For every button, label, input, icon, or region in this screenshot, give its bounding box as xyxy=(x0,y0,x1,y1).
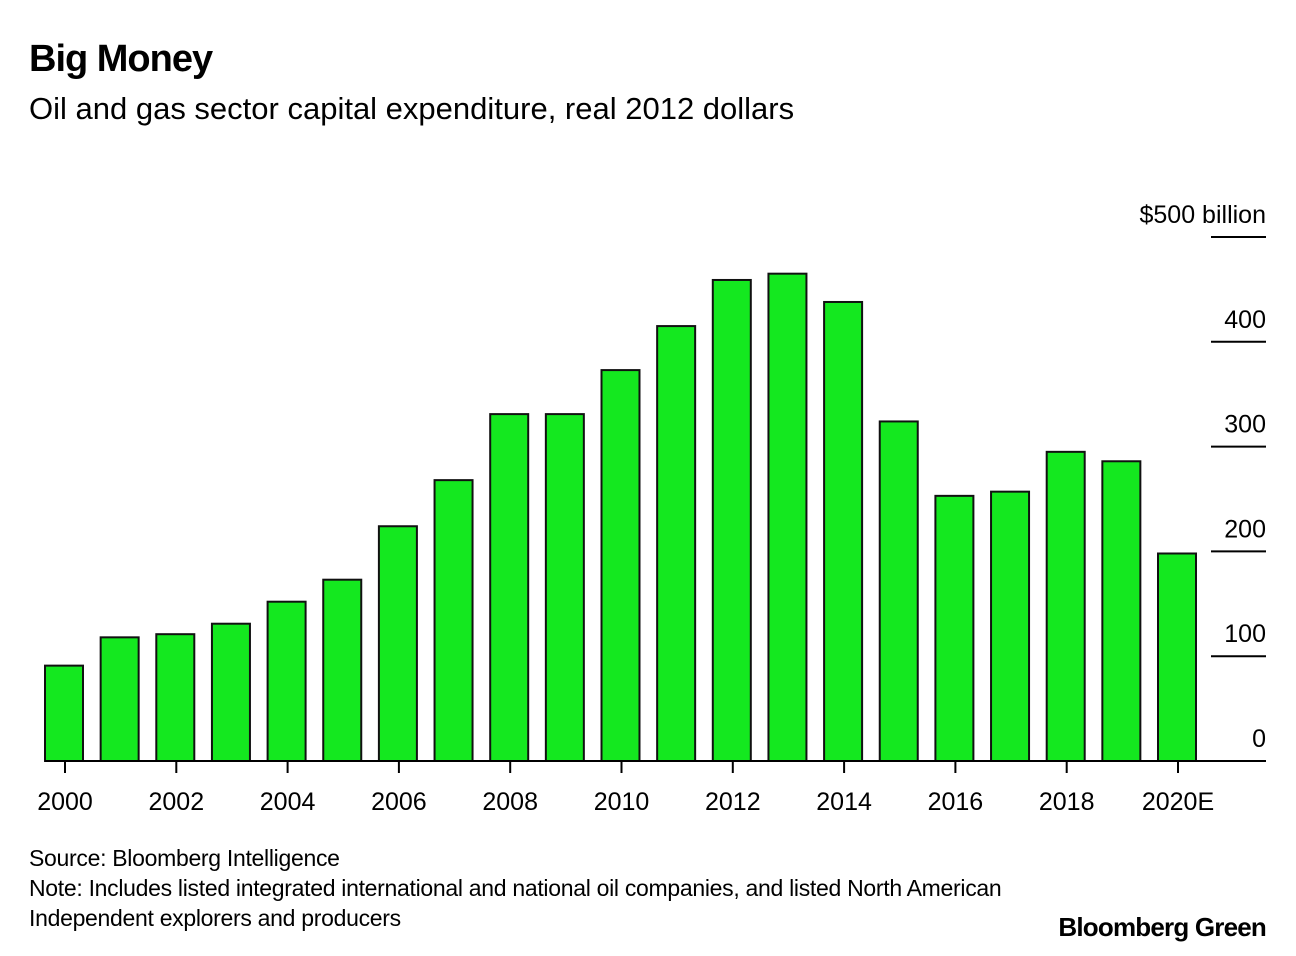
bar-2020E xyxy=(1157,552,1197,762)
bar-2016 xyxy=(934,494,975,762)
bar-2011 xyxy=(656,325,697,762)
bar-2008 xyxy=(489,413,530,762)
x-tick-label: 2002 xyxy=(148,788,204,816)
chart-subtitle: Oil and gas sector capital expenditure, … xyxy=(29,91,795,126)
bar-2009 xyxy=(544,413,585,762)
bar-2002 xyxy=(155,633,196,763)
x-tick-label: 2006 xyxy=(371,788,427,816)
footer-notes: Source: Bloomberg Intelligence Note: Inc… xyxy=(29,843,1002,933)
bar-2000 xyxy=(44,664,84,763)
y-tick-label: $500 billion xyxy=(1140,201,1267,229)
y-tick-label: 200 xyxy=(1224,515,1266,543)
note-text-line1: Note: Includes listed integrated interna… xyxy=(29,875,1002,901)
x-tick-label: 2010 xyxy=(594,788,650,816)
bar-2004 xyxy=(266,600,307,762)
bar-2003 xyxy=(210,622,251,762)
bar-2015 xyxy=(878,420,919,762)
x-tick-label: 2014 xyxy=(816,788,872,816)
bar-2012 xyxy=(711,278,752,762)
x-tick-label: 2004 xyxy=(260,788,316,816)
bar-2017 xyxy=(990,490,1031,762)
bar-2014 xyxy=(823,300,864,762)
bar-2019 xyxy=(1101,460,1142,762)
bar-2013 xyxy=(767,272,808,762)
x-tick-label: 2008 xyxy=(482,788,538,816)
x-tick-label: 2000 xyxy=(37,788,93,816)
source-text: Source: Bloomberg Intelligence xyxy=(29,845,340,871)
chart-title: Big Money xyxy=(29,38,213,80)
x-axis: 2000 2002 2004 2006 2008 2010 2012 2014 2016 2018… xyxy=(37,760,1266,816)
bar-2018 xyxy=(1045,450,1086,762)
bars xyxy=(44,272,1197,763)
x-tick-label: 2018 xyxy=(1039,788,1095,816)
bar-2010 xyxy=(600,369,641,762)
y-axis: 0 100 200 300 400 $500 billion xyxy=(1140,201,1267,753)
bar-2001 xyxy=(99,636,140,762)
y-tick-label: 400 xyxy=(1224,306,1266,334)
x-tick-label: 2012 xyxy=(705,788,761,816)
y-tick-label: 100 xyxy=(1224,620,1266,648)
x-tick-label: 2016 xyxy=(928,788,984,816)
y-tick-label: 0 xyxy=(1252,725,1266,753)
y-tick-label: 300 xyxy=(1224,411,1266,439)
brand-logo: Bloomberg Green xyxy=(1058,912,1266,942)
note-text-line2: Independent explorers and producers xyxy=(29,905,401,931)
bar-2005 xyxy=(322,578,363,762)
x-tick-label: 2020E xyxy=(1142,788,1214,816)
bar-2006 xyxy=(377,525,418,762)
bar-2007 xyxy=(433,479,474,762)
